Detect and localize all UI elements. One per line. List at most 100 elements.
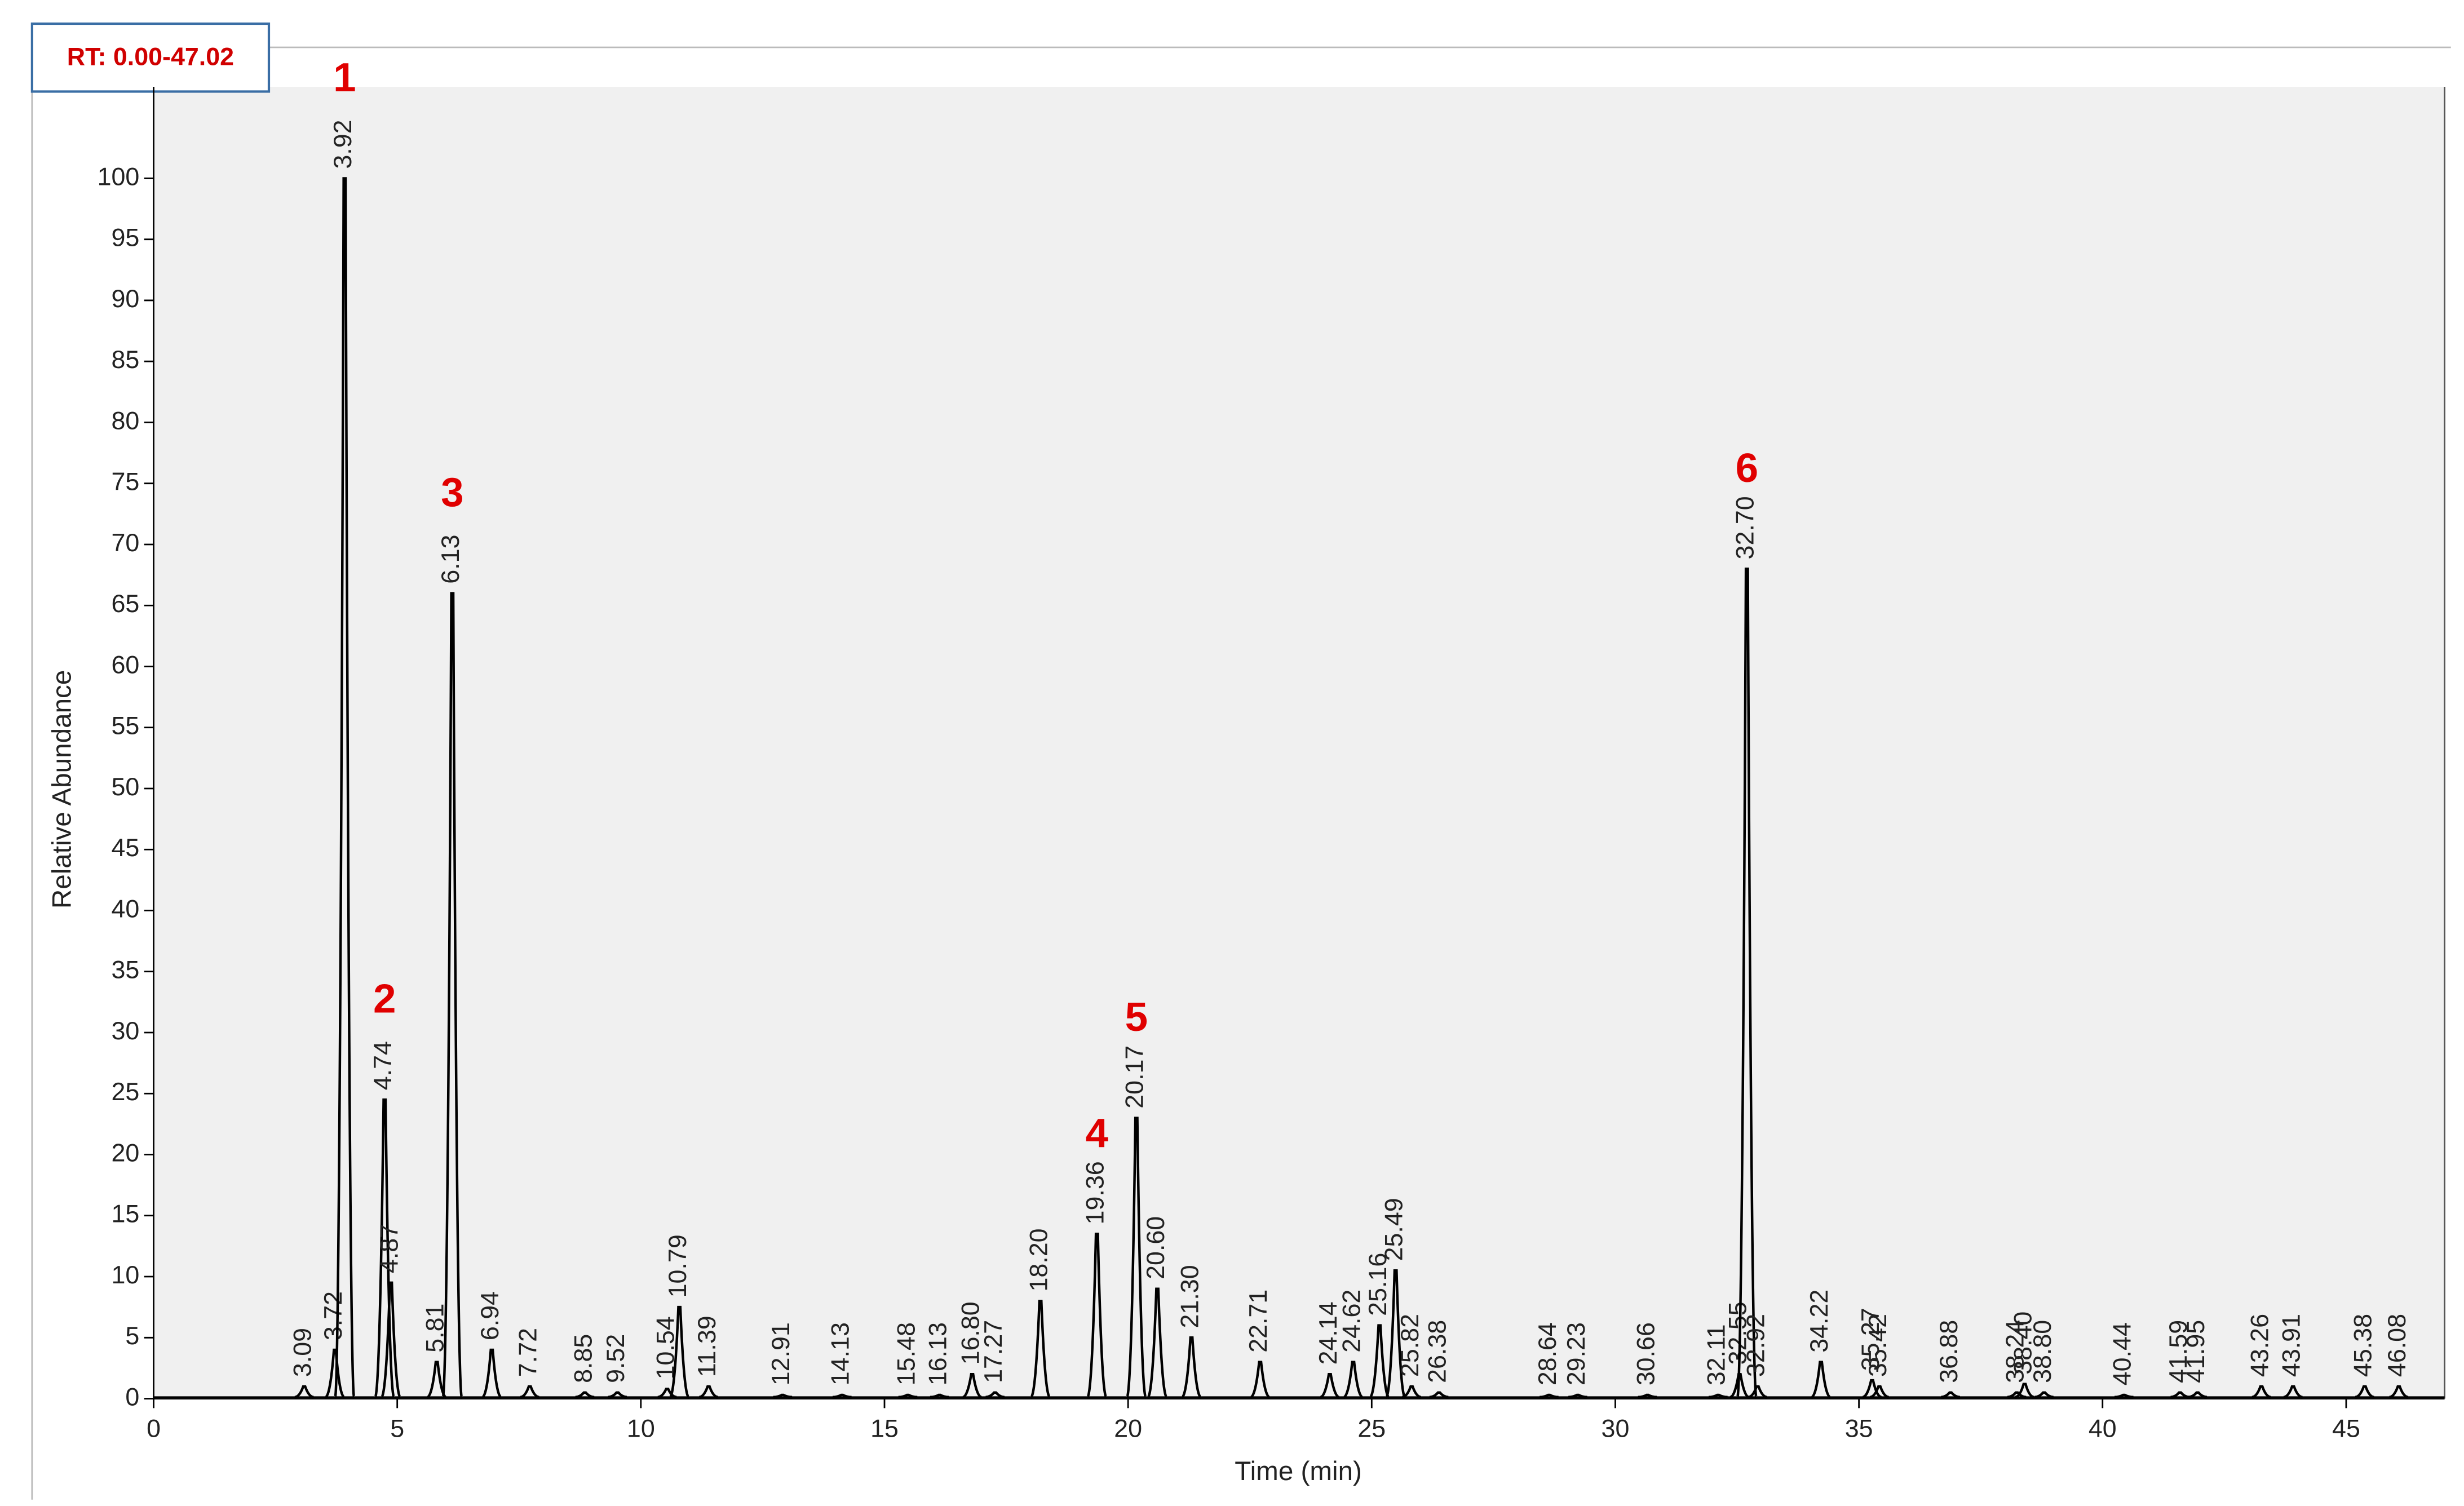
peak-label: 32.70: [1731, 496, 1759, 559]
peak: [2251, 1385, 2271, 1398]
y-tick-label: 50: [111, 773, 139, 801]
peak-label: 11.39: [693, 1315, 721, 1377]
peak: [1343, 1361, 1364, 1398]
peak-label: 12.91: [767, 1322, 795, 1385]
peak: [1030, 1300, 1051, 1398]
peak-number: 3: [441, 469, 464, 515]
y-tick-label: 0: [125, 1383, 139, 1411]
peak: [374, 1098, 396, 1398]
peak: [1568, 1393, 1587, 1398]
peak-label: 32.55: [1724, 1301, 1752, 1365]
x-tick-label: 15: [870, 1414, 899, 1442]
peak: [2355, 1385, 2374, 1398]
peak: [481, 1348, 502, 1398]
y-tick-label: 10: [111, 1261, 139, 1289]
peak-label: 24.62: [1337, 1290, 1365, 1353]
x-tick-label: 30: [1602, 1414, 1630, 1442]
peak: [294, 1385, 314, 1398]
y-tick-label: 70: [111, 529, 139, 557]
peak: [962, 1373, 983, 1398]
plot-area: [153, 87, 2445, 1399]
peak-label: 38.80: [2028, 1320, 2056, 1383]
peak-number: 5: [1125, 994, 1148, 1040]
peak-label: 6.13: [436, 535, 465, 584]
peak-label: 9.52: [601, 1334, 630, 1383]
peak: [2188, 1391, 2208, 1398]
peak: [1429, 1391, 1449, 1398]
y-tick-label: 100: [98, 162, 140, 191]
peak: [832, 1393, 852, 1398]
x-axis-title: Time (min): [1235, 1456, 1362, 1486]
peak: [1862, 1379, 1882, 1398]
peak: [520, 1385, 539, 1398]
peak: [441, 592, 463, 1398]
peak-number: 4: [1086, 1110, 1109, 1156]
x-tick-label: 20: [1114, 1414, 1142, 1442]
peak: [1086, 1233, 1108, 1398]
peak-label: 7.72: [514, 1328, 542, 1377]
peak-label: 38.24: [2001, 1320, 2029, 1383]
peak-label: 32.92: [1742, 1314, 1770, 1377]
peak-label: 4.74: [369, 1041, 397, 1090]
peak-label: 24.14: [1314, 1301, 1342, 1365]
peak-label: 10.79: [663, 1234, 692, 1297]
peak: [2114, 1393, 2134, 1398]
y-tick-label: 55: [111, 712, 139, 740]
y-tick-label: 60: [111, 650, 139, 679]
peak-label: 41.95: [2182, 1320, 2210, 1383]
peak-label: 43.26: [2245, 1314, 2273, 1377]
y-tick-label: 30: [111, 1017, 139, 1045]
peak: [2034, 1391, 2054, 1398]
peak-label: 6.94: [476, 1291, 504, 1340]
peak: [1320, 1373, 1340, 1398]
peak-label: 32.11: [1702, 1324, 1731, 1385]
peak: [930, 1393, 949, 1398]
peak-label: 22.71: [1244, 1290, 1272, 1353]
peak-label: 30.66: [1631, 1322, 1660, 1385]
peak: [1869, 1385, 1890, 1398]
peak-label: 20.17: [1121, 1046, 1149, 1109]
rt-label: RT: 0.00-47.02: [67, 42, 234, 70]
peak: [1402, 1385, 1422, 1398]
peak: [2389, 1385, 2409, 1398]
peak: [985, 1391, 1005, 1398]
peak: [898, 1393, 918, 1398]
peak: [1250, 1361, 1271, 1398]
peak: [1146, 1287, 1169, 1398]
peak-number: 1: [333, 55, 356, 100]
peak-label: 35.27: [1856, 1308, 1885, 1371]
y-tick-label: 5: [125, 1322, 139, 1350]
y-tick-label: 15: [111, 1200, 139, 1228]
peak: [1811, 1361, 1831, 1398]
peak: [1748, 1385, 1767, 1398]
peak: [575, 1391, 595, 1398]
peak-label: 16.13: [924, 1322, 952, 1385]
peak-label: 35.42: [1864, 1314, 1892, 1377]
peak: [1540, 1393, 1559, 1398]
peak-label: 21.30: [1175, 1265, 1204, 1328]
x-tick-label: 40: [2089, 1414, 2117, 1442]
y-tick-label: 75: [111, 468, 139, 496]
peak-label: 25.16: [1364, 1253, 1392, 1316]
peak-label: 38.40: [2009, 1312, 2037, 1375]
y-tick-label: 20: [111, 1139, 139, 1167]
peak: [2283, 1385, 2303, 1398]
peak: [2007, 1391, 2027, 1398]
peak: [669, 1305, 690, 1398]
peak-number: 2: [373, 976, 396, 1022]
peak: [1384, 1269, 1406, 1398]
x-tick-label: 0: [147, 1414, 161, 1442]
peak: [1181, 1336, 1202, 1398]
peak-label: 40.44: [2108, 1322, 2136, 1385]
y-tick-label: 45: [111, 834, 139, 862]
peak-label: 26.38: [1423, 1320, 1451, 1383]
y-tick-label: 85: [111, 346, 139, 374]
x-tick-label: 5: [390, 1414, 404, 1442]
rt-box: [30, 22, 271, 93]
peak: [1125, 1117, 1147, 1398]
peak: [657, 1387, 677, 1398]
x-tick-label: 10: [627, 1414, 655, 1442]
y-tick-label: 95: [111, 224, 139, 252]
peak-label: 36.88: [1935, 1320, 1963, 1383]
peak-label: 46.08: [2383, 1314, 2411, 1377]
